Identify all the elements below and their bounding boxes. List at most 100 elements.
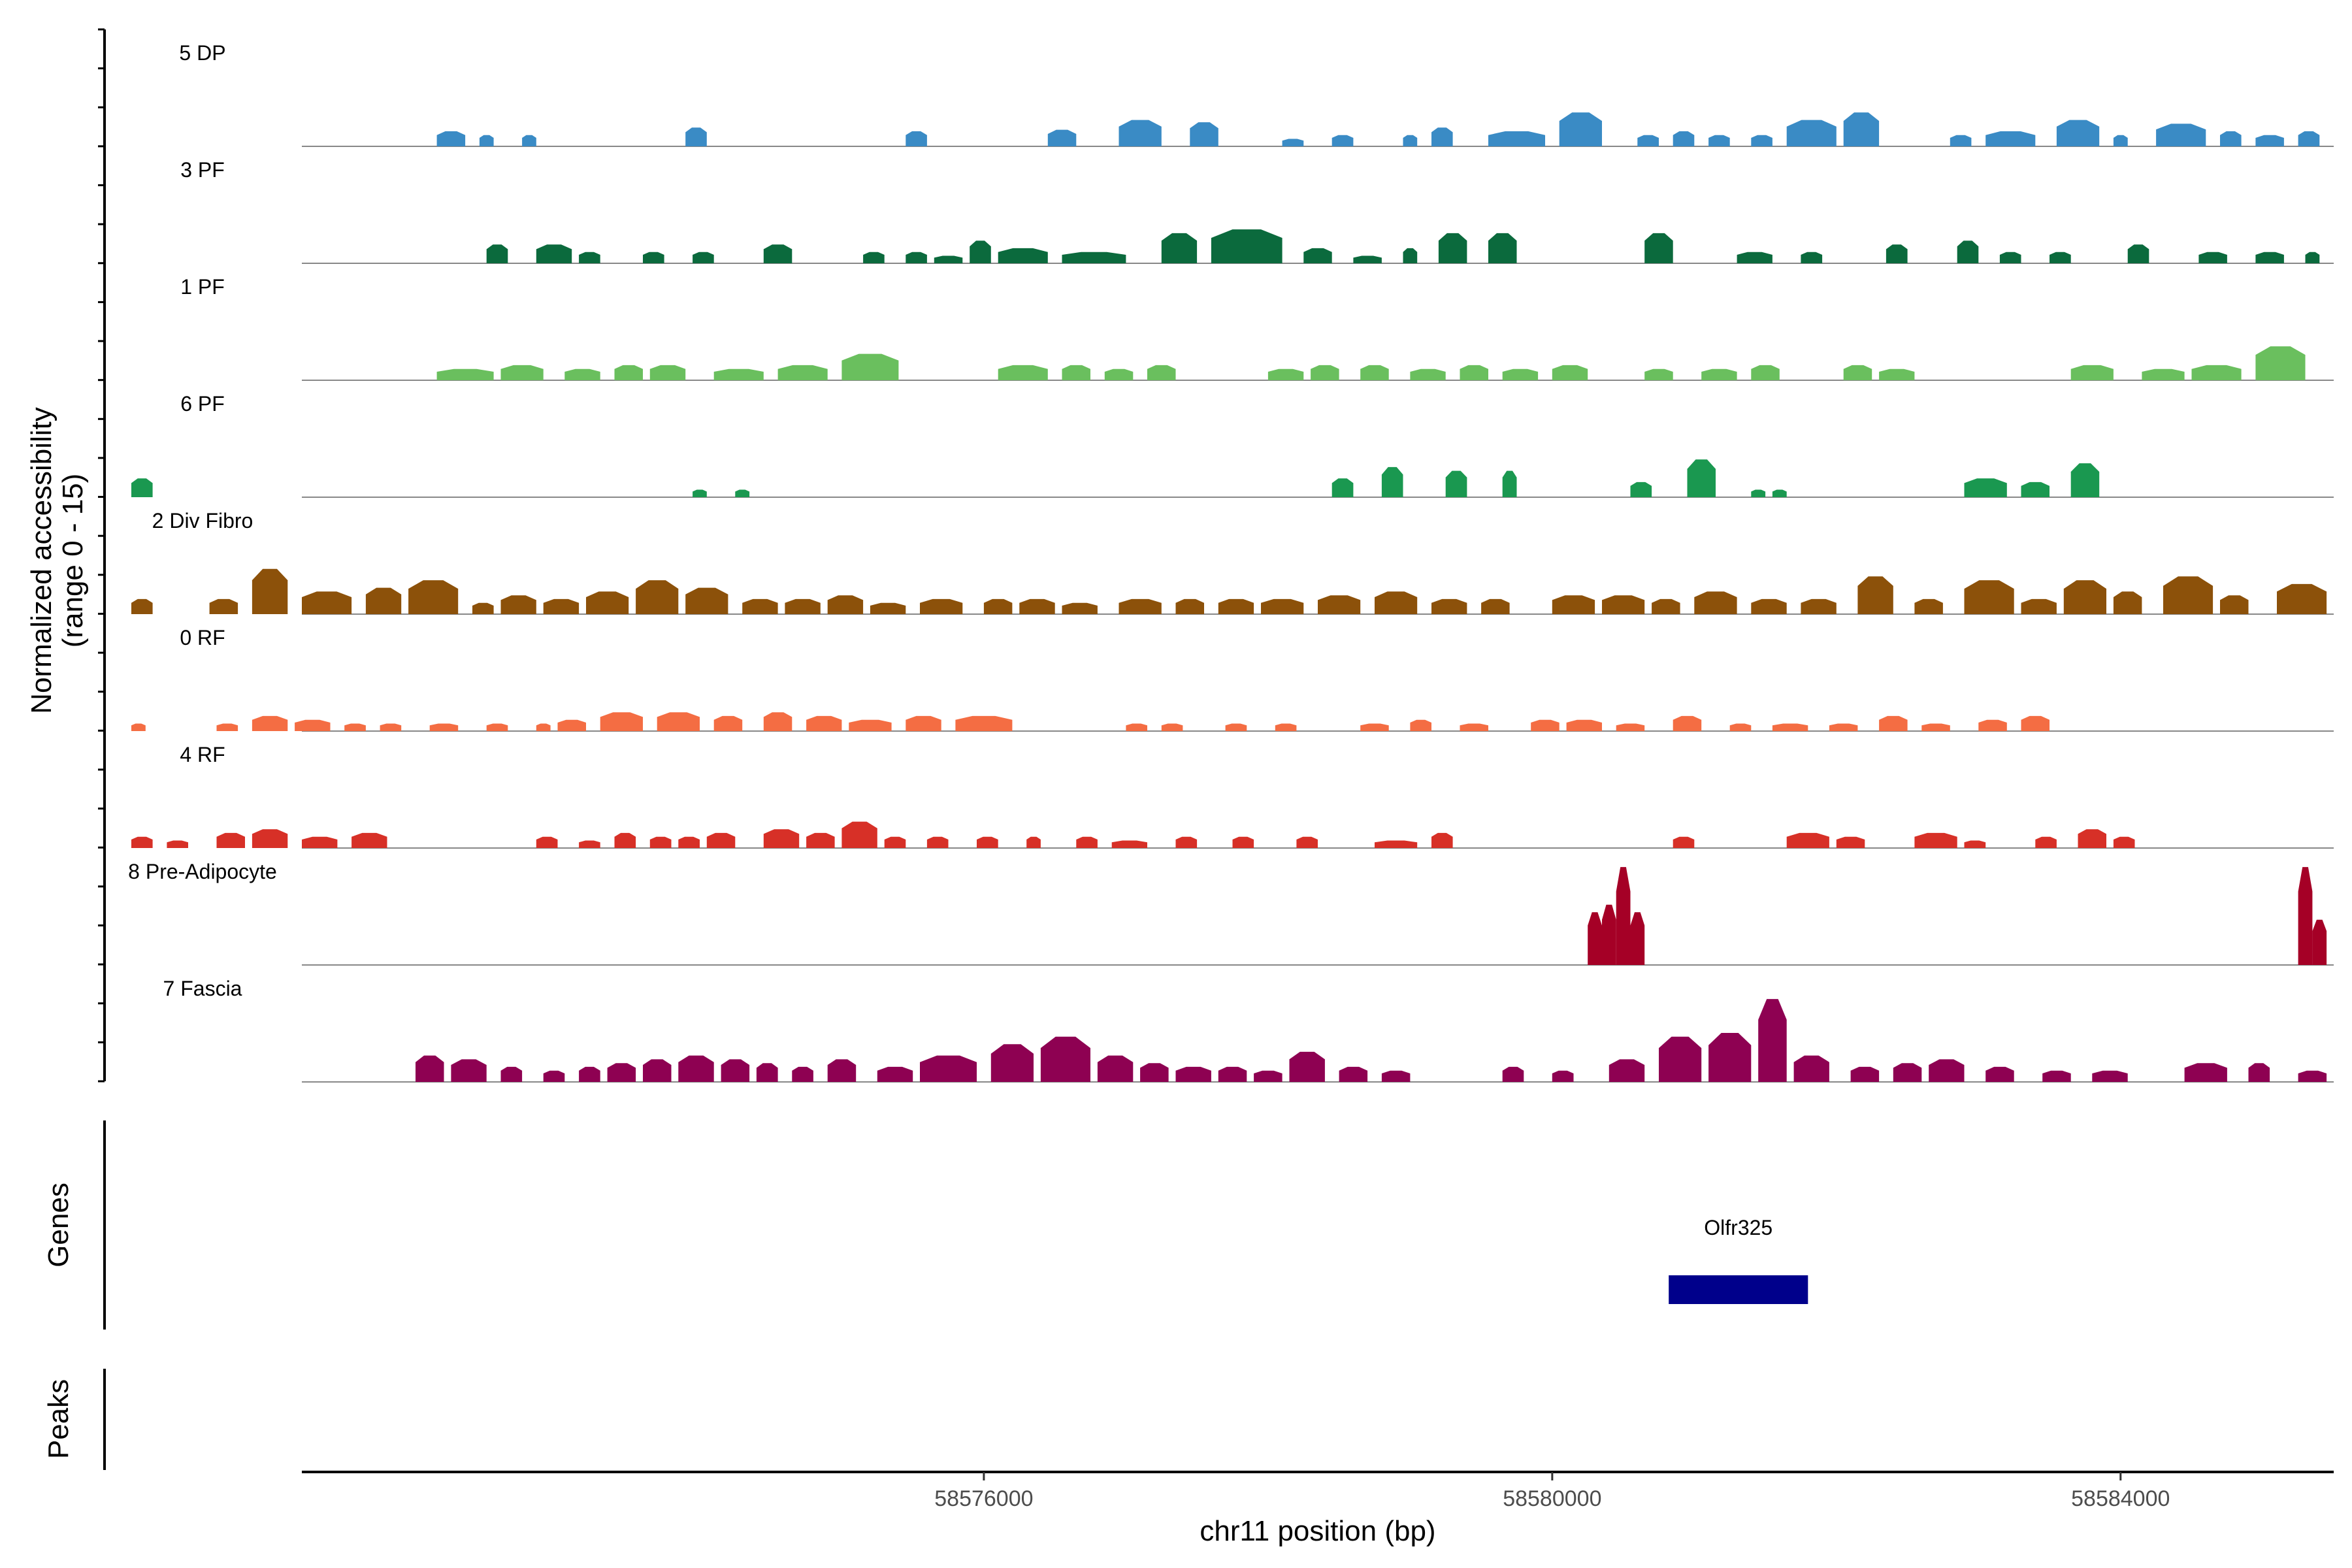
track-label: 6 PF	[180, 392, 225, 416]
y-axis-label-line1: Normalized accessibility	[25, 407, 57, 713]
coverage-peak	[1893, 1063, 1922, 1082]
coverage-peak	[1687, 459, 1716, 497]
coverage-peak	[1431, 127, 1453, 146]
coverage-peak	[131, 598, 153, 614]
coverage-peak	[955, 715, 1013, 731]
coverage-peak	[742, 598, 778, 614]
coverage-peak	[1040, 1036, 1090, 1082]
coverage-peak	[649, 836, 672, 848]
coverage-peak	[2220, 595, 2249, 614]
coverage-peak	[614, 832, 636, 848]
coverage-peak	[998, 365, 1048, 380]
coverage-peak	[500, 1066, 523, 1082]
coverage-peak	[1097, 1055, 1134, 1082]
coverage-peak	[1339, 1066, 1368, 1082]
coverage-peak	[1502, 1066, 1524, 1082]
track-8-pre-adipocyte: 8 Pre-Adipocyte	[128, 860, 2334, 966]
coverage-peak	[713, 715, 743, 731]
coverage-peak	[1076, 836, 1098, 848]
coverage-peak	[1119, 598, 1162, 614]
coverage-peak	[500, 365, 544, 380]
coverage-peak	[863, 252, 885, 263]
genes-panel: Olfr325	[1669, 1216, 1808, 1304]
coverage-peak	[926, 836, 949, 848]
coverage-peak	[2156, 123, 2206, 146]
coverage-peak	[1531, 719, 1560, 731]
coverage-peak	[2063, 580, 2106, 614]
coverage-peak	[1311, 365, 1339, 380]
coverage-peak	[685, 127, 707, 146]
coverage-peak	[1062, 365, 1090, 380]
coverage-peak	[344, 723, 366, 731]
coverage-peak	[2277, 583, 2327, 614]
track-0-rf: 0 RF	[131, 626, 2334, 732]
coverage-peak	[1588, 912, 1602, 965]
coverage-peak	[2191, 365, 2242, 380]
coverage-peak	[1360, 365, 1389, 380]
coverage-peak	[1801, 252, 1823, 263]
coverage-peak	[1410, 719, 1431, 731]
coverage-peak	[472, 602, 494, 614]
coverage-peak	[685, 587, 728, 614]
coverage-peak	[2312, 919, 2327, 965]
coverage-peak	[998, 248, 1048, 263]
coverage-peak	[1161, 723, 1183, 731]
coverage-peak	[1879, 368, 1915, 380]
coverage-peak	[1403, 135, 1418, 146]
coverage-peak	[1772, 723, 1808, 731]
coverage-peak	[1552, 1070, 1574, 1082]
coverage-peak	[2070, 365, 2114, 380]
coverage-peak	[1261, 598, 1304, 614]
coverage-peak	[1460, 365, 1488, 380]
coverage-peak	[131, 836, 153, 848]
coverage-peak	[1801, 598, 1837, 614]
peaks-label: Peaks	[42, 1379, 74, 1459]
coverage-peak	[1786, 832, 1829, 848]
track-label: 7 Fascia	[163, 977, 242, 1000]
coverage-peak	[557, 719, 586, 731]
coverage-peak	[849, 719, 892, 731]
coverage-peak	[436, 131, 466, 146]
coverage-peak	[693, 252, 714, 263]
coverage-peak	[564, 368, 600, 380]
coverage-peak	[1190, 122, 1218, 146]
coverage-peak	[167, 840, 188, 848]
coverage-peak	[806, 832, 835, 848]
coverage-peak	[1843, 112, 1880, 146]
coverage-peak	[763, 829, 800, 848]
coverage-peak	[2070, 463, 2100, 497]
coverage-peak	[1637, 135, 1659, 146]
track-label: 3 PF	[180, 158, 225, 182]
coverage-peak	[1659, 1036, 1702, 1082]
coverage-peak	[1403, 248, 1418, 263]
coverage-peak	[1772, 489, 1787, 497]
coverage-peak	[693, 489, 707, 497]
coverage-peak	[877, 1066, 913, 1082]
coverage-peak	[906, 252, 927, 263]
coverage-peak	[1502, 368, 1539, 380]
coverage-peak	[1331, 478, 1354, 497]
coverage-peak	[1360, 723, 1389, 731]
coverage-peak	[1964, 478, 2007, 497]
accessibility-tracks: 5 DP 3 PF 1 PF 6 PF 2 Div Fibro 0 RF 4 RF 8 Pre…	[128, 41, 2334, 1083]
coverage-peak	[1729, 723, 1752, 731]
coverage-peak	[1375, 840, 1418, 848]
coverage-peak	[543, 598, 580, 614]
coverage-peak	[302, 836, 338, 848]
track-5-dp: 5 DP	[179, 41, 2334, 147]
coverage-peak	[1609, 1059, 1645, 1082]
x-tick-label: 58584000	[2071, 1486, 2170, 1511]
coverage-peak	[1431, 832, 1453, 848]
coverage-peak	[1857, 576, 1893, 614]
coverage-peak	[1211, 229, 1282, 263]
coverage-peak	[131, 723, 146, 731]
coverage-peak	[536, 244, 572, 263]
coverage-peak	[1964, 840, 1986, 848]
track-4-rf: 4 RF	[131, 743, 2334, 849]
coverage-peak	[252, 715, 288, 731]
coverage-peak	[2163, 576, 2213, 614]
coverage-peak	[1616, 867, 1631, 965]
track-3-pf: 3 PF	[180, 158, 2334, 264]
coverage-peak	[970, 240, 991, 263]
track-2-div-fibro: 2 Div Fibro	[131, 509, 2334, 615]
